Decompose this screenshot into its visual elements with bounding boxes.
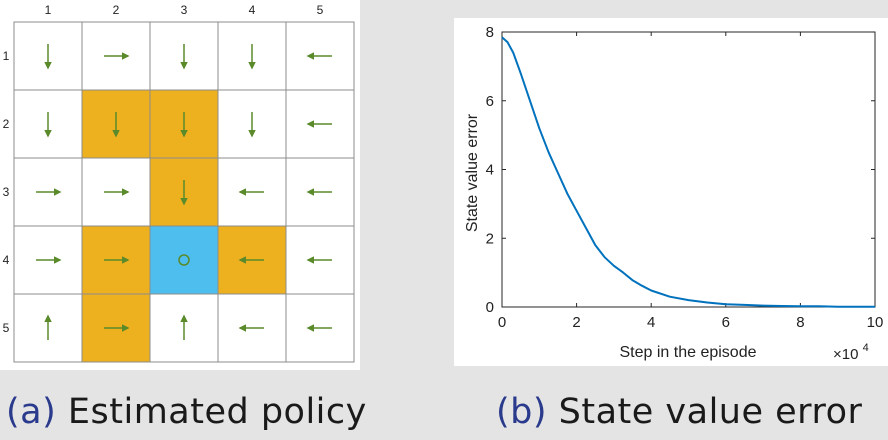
row-label: 4 xyxy=(3,253,10,267)
x-tick-label: 10 xyxy=(867,314,884,331)
policy-figure: 1 2 3 4 5 1 2 3 4 5 xyxy=(0,0,360,370)
state-value-error-chart: State value error Step in the episode ×1… xyxy=(464,24,884,363)
stay-circle-icon xyxy=(178,254,190,266)
x-multiplier-label: ×10 4 xyxy=(833,342,869,363)
caption-a-label: (a) xyxy=(6,392,57,432)
x-tick-label: 0 xyxy=(498,314,506,331)
row-label: 1 xyxy=(3,49,10,63)
caption-a-text: Estimated policy xyxy=(56,392,367,432)
error-series-line xyxy=(501,36,875,308)
x-tick-label: 8 xyxy=(796,314,804,331)
x-tick-label: 2 xyxy=(572,314,580,331)
policy-grid: 1 2 3 4 5 1 2 3 4 5 xyxy=(3,3,355,363)
x-tick-label: 4 xyxy=(647,314,655,331)
x-tick-label: 6 xyxy=(722,314,730,331)
x-multiplier-base: ×10 xyxy=(833,346,858,363)
grid-cell-target xyxy=(149,225,219,295)
row-label: 2 xyxy=(3,117,10,131)
y-tick-label: 8 xyxy=(486,24,494,41)
x-multiplier-exponent: 4 xyxy=(863,342,869,354)
caption-b-label: (b) xyxy=(496,392,548,432)
caption-b: (b) State value error xyxy=(496,392,862,432)
y-tick-label: 4 xyxy=(486,162,494,179)
column-label: 1 xyxy=(45,3,52,17)
plot-area xyxy=(501,31,876,308)
y-tick-label: 6 xyxy=(486,93,494,110)
x-axis-label: Step in the episode xyxy=(620,344,757,361)
row-label: 5 xyxy=(3,321,10,335)
column-label: 2 xyxy=(113,3,120,17)
caption-b-text: State value error xyxy=(547,392,863,432)
y-tick-label: 0 xyxy=(486,299,494,316)
caption-a: (a) Estimated policy xyxy=(6,392,367,432)
error-chart-figure: State value error Step in the episode ×1… xyxy=(454,18,888,366)
column-label: 4 xyxy=(249,3,256,17)
row-label: 3 xyxy=(3,185,10,199)
y-axis-label: State value error xyxy=(464,113,481,232)
column-label: 5 xyxy=(317,3,324,17)
y-tick-label: 2 xyxy=(486,230,494,247)
column-label: 3 xyxy=(181,3,188,17)
